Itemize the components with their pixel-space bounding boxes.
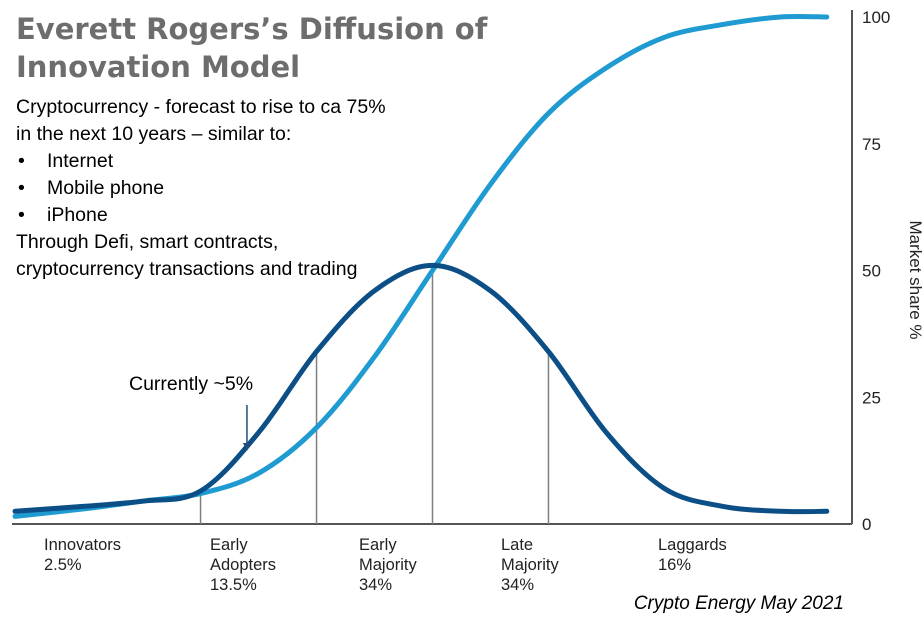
- note-line-3: Through Defi, smart contracts,: [16, 231, 279, 253]
- callout-label: Currently ~5%: [129, 373, 254, 395]
- note-bullets: Internet Mobile phone iPhone: [16, 148, 386, 229]
- segment-label-early-adopters: Early Adopters 13.5%: [210, 535, 300, 595]
- y-tick-label: 25: [862, 388, 881, 407]
- segment-name: Innovators: [44, 536, 122, 554]
- y-axis-label: Market share %: [906, 220, 924, 340]
- segment-name: Early Adopters: [210, 536, 277, 574]
- title-line-2: Innovation Model: [16, 50, 301, 84]
- title-line-1: Everett Rogers’s Diffusion of: [16, 12, 488, 46]
- segment-name: Early Majority: [359, 536, 417, 574]
- segment-label-late-majority: Late Majority 34%: [501, 535, 591, 595]
- y-tick-label: 50: [862, 262, 881, 281]
- note-bullet-iphone: iPhone: [16, 202, 386, 229]
- segment-share: 34%: [501, 576, 535, 594]
- segment-share: 16%: [658, 556, 692, 574]
- annotation-notes: Cryptocurrency - forecast to rise to ca …: [16, 94, 386, 283]
- y-axis-ticks: 0 25 50 75 100: [862, 8, 890, 534]
- source-credit: Crypto Energy May 2021: [633, 593, 844, 614]
- y-tick-label: 0: [862, 515, 871, 534]
- segment-label-laggards: Laggards 16%: [658, 535, 727, 575]
- segment-share: 34%: [359, 576, 393, 594]
- segment-name: Laggards: [658, 536, 727, 554]
- note-line-1: Cryptocurrency - forecast to rise to ca …: [16, 96, 386, 118]
- callout-arrow: [242, 405, 251, 452]
- segment-share: 13.5%: [210, 576, 257, 594]
- callout-arrow-head: [242, 443, 251, 452]
- note-bullet-internet: Internet: [16, 148, 386, 175]
- segment-name: Late Majority: [501, 536, 559, 574]
- segment-label-early-majority: Early Majority 34%: [359, 535, 449, 595]
- segment-share: 2.5%: [44, 556, 82, 574]
- note-bullet-mobile-phone: Mobile phone: [16, 175, 386, 202]
- y-tick-label: 100: [862, 8, 890, 27]
- y-tick-label: 75: [862, 135, 881, 154]
- adopter-bell-curve: [12, 262, 830, 515]
- chart-title: Everett Rogers’s Diffusion of Innovation…: [16, 10, 487, 86]
- segment-label-innovators: Innovators 2.5%: [44, 535, 121, 575]
- segment-dividers: [199, 265, 550, 524]
- note-line-2: in the next 10 years – similar to:: [16, 123, 292, 145]
- note-line-4: cryptocurrency transactions and trading: [16, 258, 358, 280]
